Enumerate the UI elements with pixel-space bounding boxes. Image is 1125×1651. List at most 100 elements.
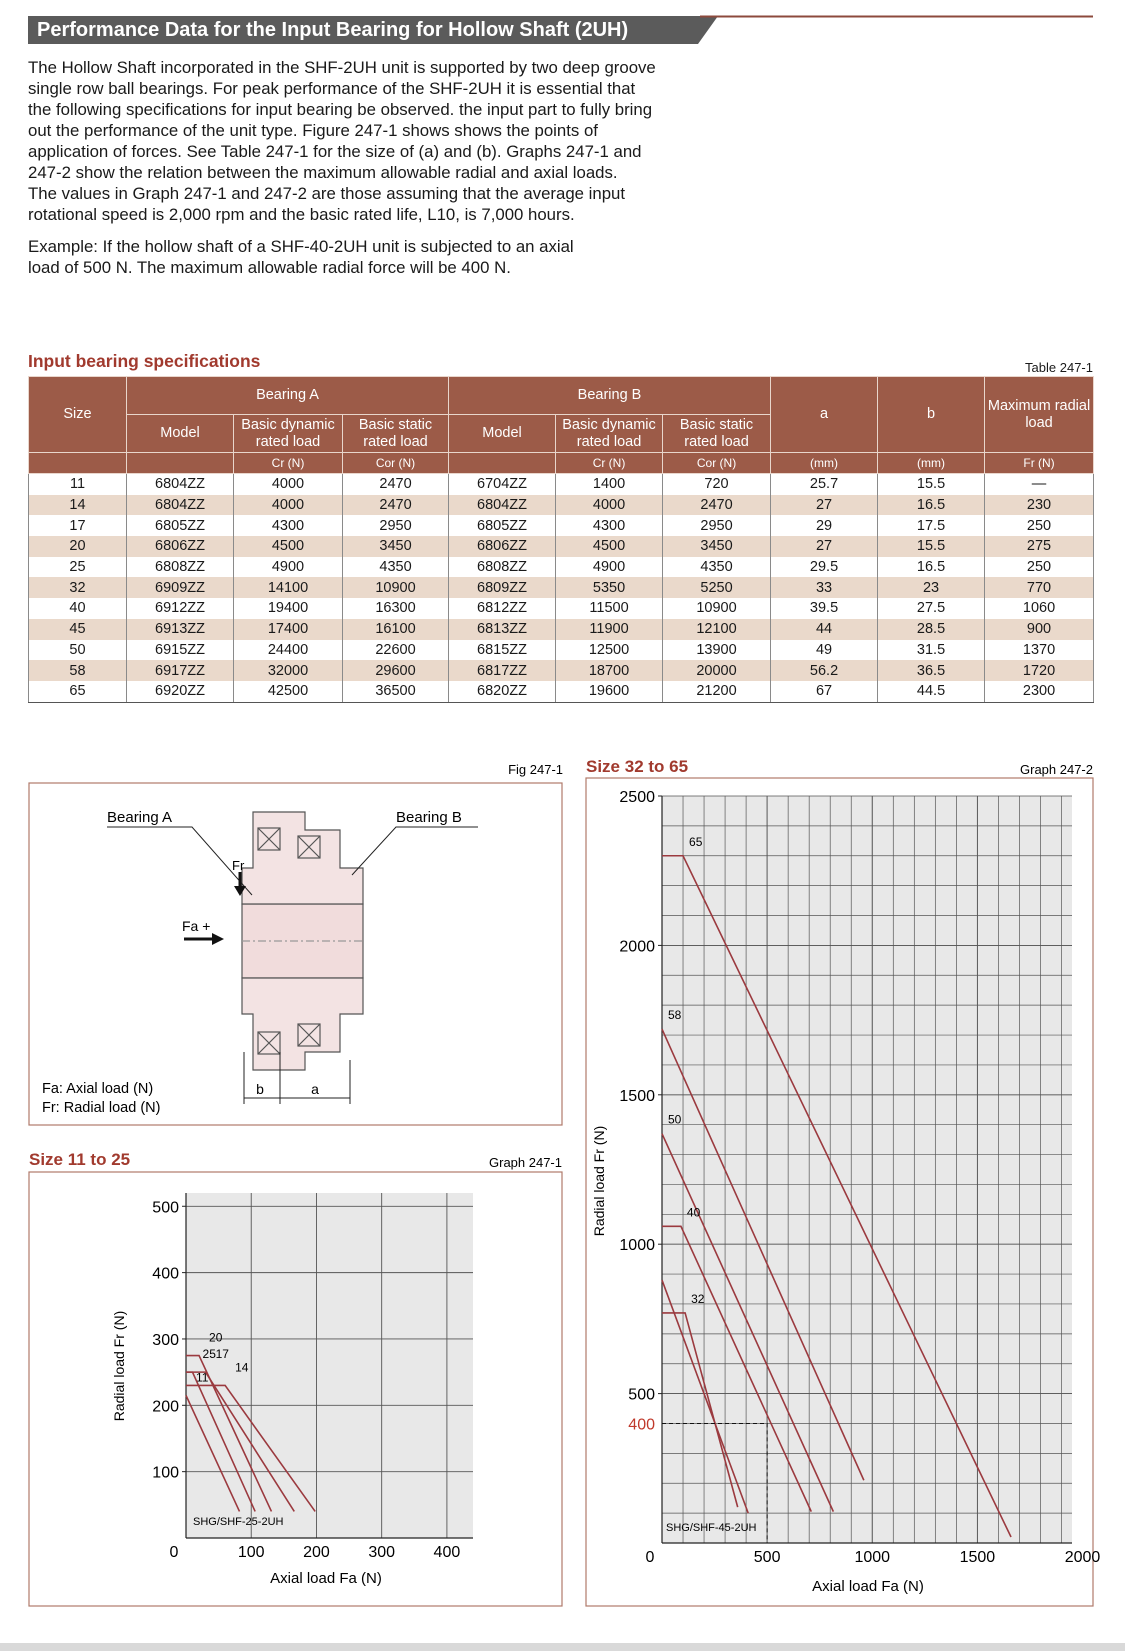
table-cell: 6813ZZ xyxy=(448,618,557,640)
y-tick-label: 100 xyxy=(152,1465,179,1482)
example-label: 400 xyxy=(628,1416,655,1433)
table-cell: 17400 xyxy=(233,618,343,640)
series-label: 25 xyxy=(203,1347,217,1361)
table-cell: 6806ZZ xyxy=(448,536,557,557)
graph-caption: Graph 247-1 xyxy=(489,1155,562,1170)
table-cell: 1370 xyxy=(984,639,1095,661)
series-line xyxy=(661,1279,749,1514)
fr-label: Fr xyxy=(232,858,245,873)
graph-title: Size 11 to 25 xyxy=(29,1150,130,1169)
series-label: 65 xyxy=(689,835,703,849)
y-axis-title: Radial load Fr (N) xyxy=(111,1311,127,1421)
y-tick-label: 300 xyxy=(152,1332,179,1349)
ball-b-bottom xyxy=(297,1023,321,1047)
group-header: Bearing A xyxy=(125,376,450,415)
table-cell: 36500 xyxy=(341,680,450,703)
table-cell: 2950 xyxy=(662,515,772,537)
x-axis-title: Axial load Fa (N) xyxy=(270,1570,382,1587)
column-header: Maximum radial load xyxy=(984,376,1095,453)
table-row: 14 6804ZZ 4000 2470 6804ZZ 4000 2470 27 16.5 230 xyxy=(28,494,1095,516)
table-cell: 6812ZZ xyxy=(448,598,557,619)
intro-paragraph: The values in Graph 247-1 and 247-2 are … xyxy=(28,184,626,224)
x-tick-label: 400 xyxy=(434,1544,461,1561)
x-tick-label: 0 xyxy=(170,1544,179,1561)
table-cell: 6913ZZ xyxy=(126,618,234,640)
table-cell: 28.5 xyxy=(877,618,986,640)
table-row: 50 6915ZZ 24400 22600 6815ZZ 12500 13900 49 31.5… xyxy=(28,639,1095,661)
table-cell: 17.5 xyxy=(877,515,986,537)
table-cell: 6704ZZ xyxy=(448,473,557,495)
table-cell: 19400 xyxy=(233,598,343,619)
table-cell: 4900 xyxy=(555,556,664,578)
table-cell: 4900 xyxy=(233,556,343,578)
table-cell: 36.5 xyxy=(877,660,986,681)
table-cell: 18700 xyxy=(555,660,664,681)
table-cell: 900 xyxy=(984,618,1095,640)
y-tick-label: 2000 xyxy=(619,938,655,955)
column-header: a xyxy=(770,376,879,453)
unit-header: (mm) xyxy=(877,452,986,474)
table-cell: 21200 xyxy=(662,680,772,703)
series-line xyxy=(661,1133,835,1512)
table-cell: 6817ZZ xyxy=(448,660,557,681)
series-line xyxy=(186,1354,273,1512)
example-guide xyxy=(662,1422,768,1543)
table-cell: 32 xyxy=(28,577,127,599)
table-cell: 10900 xyxy=(662,598,772,619)
table-cell: 24400 xyxy=(233,639,343,661)
table-cell: 14 xyxy=(28,494,127,516)
figure-leaders xyxy=(107,826,478,1104)
ball-b-top-cross xyxy=(297,835,321,859)
figure-caption: Fig 247-1 xyxy=(508,762,563,777)
table-cell: 4000 xyxy=(555,494,664,516)
column-header: Basic dynamic rated load xyxy=(233,414,343,453)
page-title: Performance Data for the Input Bearing f… xyxy=(37,19,628,41)
table-cell: 6820ZZ xyxy=(448,680,557,703)
series-label: 11 xyxy=(196,1370,209,1384)
x-tick-label: 500 xyxy=(754,1549,781,1566)
graph-caption: Graph 247-2 xyxy=(1020,762,1093,777)
bearing-drawing xyxy=(241,811,364,1071)
table-cell: 49 xyxy=(770,639,879,661)
column-header: Basic dynamic rated load xyxy=(555,414,664,453)
table-cell: 50 xyxy=(28,639,127,661)
table-row: 17 6805ZZ 4300 2950 6805ZZ 4300 2950 29 17.5 250 xyxy=(28,515,1095,537)
intro-paragraph: The Hollow Shaft incorporated in the SHF… xyxy=(28,58,656,182)
table-cell: 6917ZZ xyxy=(126,660,234,681)
unit-header xyxy=(448,452,557,474)
series-label: 14 xyxy=(235,1360,249,1374)
fa-label: Fa + xyxy=(182,918,210,934)
y-axis-title: Radial load Fr (N) xyxy=(591,1126,607,1236)
table-cell: 42500 xyxy=(233,680,343,703)
table-cell: 58 xyxy=(28,660,127,681)
table-cell: — xyxy=(984,473,1095,495)
column-header: Basic static rated load xyxy=(341,414,450,453)
table-cell: 25.7 xyxy=(770,473,879,495)
table-cell: 15.5 xyxy=(877,473,986,495)
table-cell: 33 xyxy=(770,577,879,599)
unit-header: Fr (N) xyxy=(984,452,1095,474)
table-cell: 2300 xyxy=(984,680,1095,703)
table-cell: 770 xyxy=(984,577,1095,599)
table-cell: 12500 xyxy=(555,639,664,661)
table-cell: 11 xyxy=(28,473,127,495)
title-bar xyxy=(28,16,718,44)
x-tick-label: 100 xyxy=(238,1544,265,1561)
series-line xyxy=(185,1395,241,1512)
fa-arrow-head xyxy=(212,933,224,945)
table-cell: 29 xyxy=(770,515,879,537)
table-cell: 6808ZZ xyxy=(448,556,557,578)
table-cell: 6804ZZ xyxy=(448,494,557,516)
table-cell: 4350 xyxy=(662,556,772,578)
table-cell: 16.5 xyxy=(877,556,986,578)
table-cell: 2470 xyxy=(341,494,450,516)
y-tick-label: 2500 xyxy=(619,789,655,806)
unit-header xyxy=(126,452,234,474)
example: Example: If the hollow shaft of a SHF-40… xyxy=(28,237,574,277)
table-row: 45 6913ZZ 17400 16100 6813ZZ 11900 12100 44 28.5… xyxy=(28,618,1095,640)
series-line xyxy=(661,1028,865,1481)
table-cell: 3450 xyxy=(662,536,772,557)
series-line xyxy=(662,854,1012,1538)
